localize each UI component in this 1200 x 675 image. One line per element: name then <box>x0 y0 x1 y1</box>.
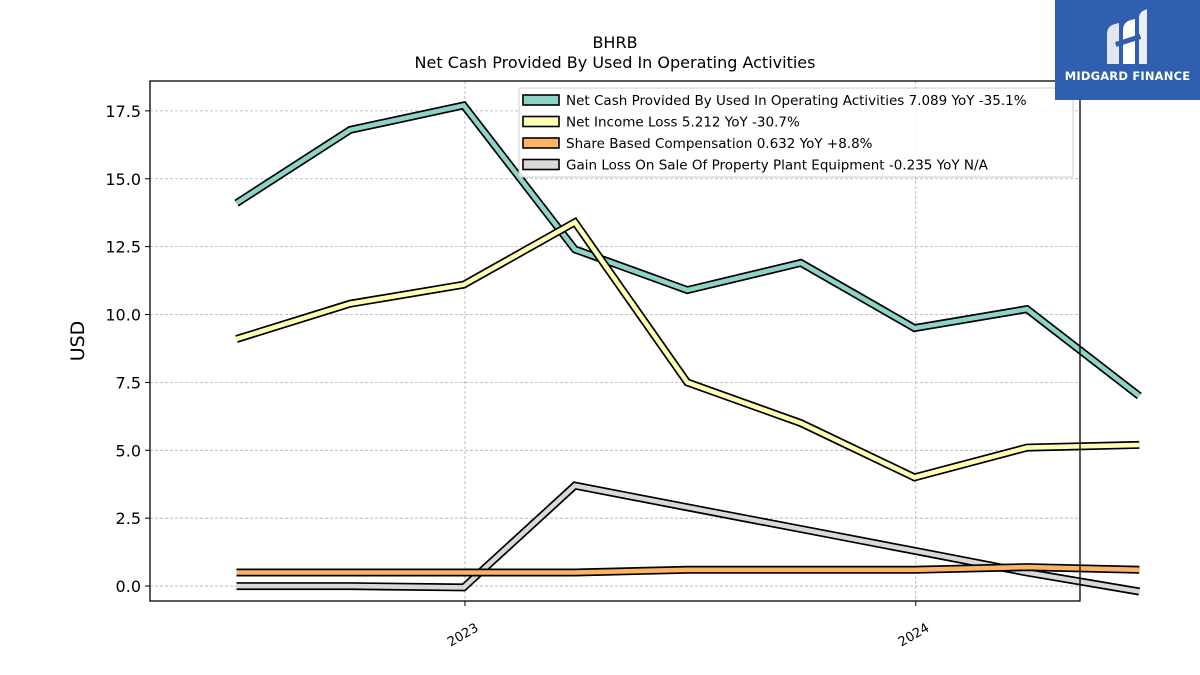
legend-swatch <box>522 115 560 128</box>
legend-label: Net Cash Provided By Used In Operating A… <box>566 93 1027 109</box>
y-tick-label: 10.0 <box>105 306 141 325</box>
legend-swatch <box>522 137 560 149</box>
midgard-logo-icon <box>1107 9 1147 64</box>
legend-swatch <box>522 94 560 106</box>
series-line <box>235 102 1141 398</box>
chart-subtitle: Net Cash Provided By Used In Operating A… <box>415 53 816 72</box>
chart-title: BHRB <box>592 33 637 52</box>
y-tick-label: 15.0 <box>105 170 141 189</box>
series-lines <box>234 100 1142 596</box>
y-tick-label: 12.5 <box>105 238 141 257</box>
midgard-finance-logo: MIDGARD FINANCE <box>1055 0 1200 100</box>
legend-swatch <box>522 158 560 171</box>
legend-label: Gain Loss On Sale Of Property Plant Equi… <box>566 158 989 174</box>
legend-label: Net Income Loss 5.212 YoY -30.7% <box>566 115 800 131</box>
y-tick-label: 2.5 <box>116 509 141 528</box>
logo-text: MIDGARD FINANCE <box>1064 69 1191 83</box>
series-line <box>235 219 1140 480</box>
y-tick-label: 17.5 <box>105 102 141 121</box>
y-axis-label: USD <box>67 321 89 362</box>
y-tick-label: 0.0 <box>116 577 141 596</box>
x-axis-ticks: 2023 2024 <box>445 601 932 650</box>
y-tick-label: 5.0 <box>116 441 141 460</box>
plot-frame <box>149 80 1081 602</box>
x-tick-label: 2023 <box>445 621 481 651</box>
series-line-outline <box>235 216 1140 482</box>
y-axis-ticks: 0.0 2.5 5.0 7.5 10.0 12.5 15.0 17.5 <box>105 102 150 596</box>
legend-box <box>518 87 1074 178</box>
x-tick-label: 2024 <box>896 621 932 651</box>
legend-label: Share Based Compensation 0.632 YoY +8.8% <box>566 136 873 152</box>
y-tick-label: 7.5 <box>116 373 141 392</box>
series-line <box>236 564 1140 575</box>
legend: Net Cash Provided By Used In Operating A… <box>518 87 1074 178</box>
